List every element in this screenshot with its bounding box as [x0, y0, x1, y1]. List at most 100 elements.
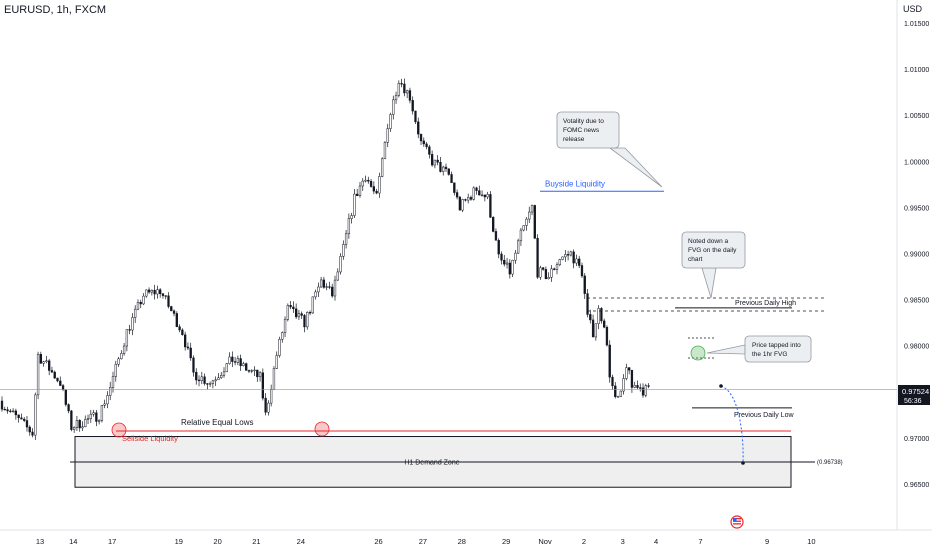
candle-body	[392, 99, 395, 115]
candle-body	[472, 187, 475, 200]
candle-body	[553, 268, 556, 270]
callout-fomc-line-1: Votality due to	[563, 118, 604, 125]
candle-body	[550, 268, 553, 278]
equal-low-marker-2	[314, 421, 330, 437]
candle-body	[122, 345, 126, 354]
currency-label: USD	[903, 4, 923, 14]
candle-body	[236, 358, 240, 363]
candle-body	[511, 259, 514, 275]
candle-body	[639, 387, 642, 389]
candle-body	[375, 190, 378, 194]
candle-body	[364, 179, 367, 182]
candle-body	[61, 385, 65, 390]
callout-fomc-line-2: FOMC news	[563, 127, 600, 134]
candle-body	[256, 369, 259, 378]
candle-body	[25, 420, 29, 428]
candle-body	[95, 412, 98, 422]
candle-body	[447, 168, 450, 175]
candle-body	[67, 404, 70, 412]
candle-body	[489, 194, 492, 218]
candle-body	[278, 339, 281, 356]
candle-body	[195, 371, 198, 381]
candle-body	[333, 279, 337, 297]
last-price-value: 0.97524	[902, 387, 929, 396]
candle-body	[23, 418, 26, 421]
candle-body	[406, 90, 409, 94]
time-axis[interactable]: 13 14 17 19 20 21 24 26 27 28 29 Nov 2 3 4 7 9 10	[36, 537, 816, 546]
candle-body	[356, 193, 359, 197]
candle-body	[458, 196, 462, 211]
us-flag-icon[interactable]	[730, 515, 744, 529]
callout-tapped: Price tapped into the 1hr FVG	[706, 335, 812, 363]
candle-body	[342, 244, 345, 257]
time-tick-label: 2	[582, 537, 586, 546]
price-axis[interactable]: 1.01500 1.01000 1.00500 1.00000 0.99500 0.990…	[904, 21, 929, 489]
candle-body	[289, 305, 292, 308]
candle-body	[6, 409, 9, 412]
candle-body	[361, 180, 364, 187]
candle-body	[17, 414, 20, 419]
candle-body	[339, 256, 342, 273]
candle-body	[331, 286, 334, 297]
relative-equal-lows-label: Relative Equal Lows	[181, 418, 253, 427]
candle-body	[131, 317, 134, 331]
candle-body	[428, 146, 431, 155]
candle-body	[578, 258, 581, 266]
candle-body	[336, 271, 339, 281]
candle-body	[142, 295, 145, 305]
candle-body	[505, 262, 509, 265]
price-tick-label: 1.00000	[904, 159, 929, 166]
candle-body	[75, 420, 79, 428]
symbol-title[interactable]: EURUSD, 1h, FXCM	[4, 4, 107, 16]
candle-body	[519, 229, 523, 242]
candle-body	[539, 267, 542, 278]
callout-tapped-box	[744, 335, 812, 363]
candle-body	[31, 431, 34, 436]
candle-body	[117, 358, 120, 365]
candle-body	[242, 363, 245, 367]
time-tick-label: 19	[175, 537, 183, 546]
candle-body	[569, 251, 573, 256]
price-tick-label: 0.99500	[904, 205, 929, 212]
callout-tapped-tail	[706, 344, 746, 355]
candle-body	[89, 413, 92, 419]
candle-body	[455, 192, 459, 198]
candle-body	[414, 110, 417, 123]
candle-body	[544, 269, 548, 279]
candle-body	[20, 417, 23, 420]
candle-body	[92, 412, 95, 415]
candle-body	[56, 377, 59, 382]
candle-body	[522, 225, 525, 231]
candle-body	[378, 176, 381, 194]
candle-body	[84, 419, 87, 427]
candle-body	[228, 356, 231, 364]
candle-body	[583, 275, 586, 294]
candle-body	[39, 354, 43, 364]
candle-body	[109, 387, 112, 396]
candle-body	[306, 312, 309, 328]
candle-body	[467, 197, 470, 201]
candle-body	[114, 364, 117, 377]
candle-body	[220, 374, 223, 379]
time-tick-label: 13	[36, 537, 44, 546]
candle-body	[600, 308, 603, 322]
time-tick-label: 7	[698, 537, 702, 546]
price-tick-label: 1.01000	[904, 67, 929, 74]
candle-body	[317, 286, 320, 293]
candle-body	[541, 267, 545, 270]
candle-body	[547, 277, 550, 279]
candle-body	[603, 320, 606, 328]
candle-body	[139, 302, 142, 305]
candle-body	[328, 286, 331, 288]
candle-body	[178, 326, 181, 331]
candle-body	[616, 396, 620, 398]
price-tick-label: 0.99000	[904, 252, 929, 259]
candle-body	[297, 313, 301, 318]
candle-body	[611, 376, 614, 387]
time-tick-label: 3	[621, 537, 625, 546]
candle-body	[367, 179, 370, 182]
candle-body	[555, 264, 559, 270]
previous-daily-high-label: Previous Daily High	[735, 300, 796, 307]
price-tick-label: 0.98500	[904, 298, 929, 305]
